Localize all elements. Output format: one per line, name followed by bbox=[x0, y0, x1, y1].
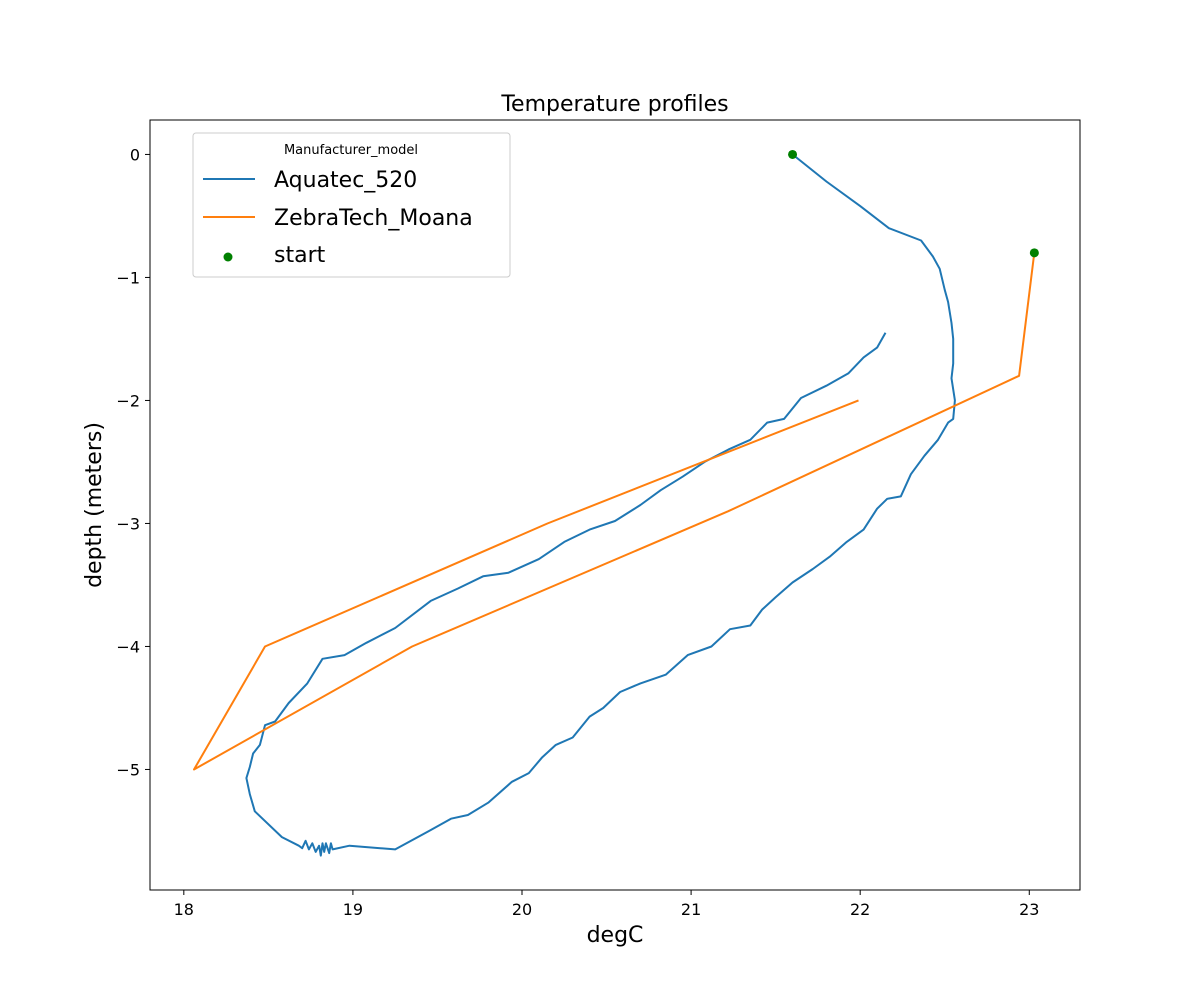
series-line-zebratech-moana bbox=[193, 252, 1036, 771]
legend-box bbox=[192, 132, 511, 278]
legend-label-zebratech: ZebraTech_Moana bbox=[274, 206, 473, 231]
x-axis-ticks: 18 19 20 21 22 23 bbox=[174, 890, 1039, 919]
x-tick-label: 21 bbox=[681, 900, 701, 919]
y-tick-label: −4 bbox=[116, 637, 140, 656]
y-tick-label: −2 bbox=[116, 391, 140, 410]
plot-frame bbox=[149, 119, 1081, 891]
x-axis-label: degC bbox=[587, 923, 644, 948]
y-axis-label: depth (meters) bbox=[82, 422, 107, 588]
series-layer bbox=[193, 153, 1036, 857]
y-tick-label: −1 bbox=[116, 268, 140, 287]
marker-layer bbox=[788, 149, 1039, 258]
y-axis-ticks: 0 −1 −2 −3 −4 −5 bbox=[116, 145, 150, 779]
x-tick-label: 23 bbox=[1019, 900, 1039, 919]
y-tick-label: 0 bbox=[130, 145, 140, 164]
y-tick-label: −5 bbox=[116, 760, 140, 779]
x-tick-label: 18 bbox=[174, 900, 194, 919]
y-tick-label: −3 bbox=[116, 514, 140, 533]
start-marker bbox=[788, 149, 798, 159]
legend-title: Manufacturer_model bbox=[284, 143, 418, 158]
legend-label-start: start bbox=[274, 243, 326, 268]
series-line-aquatec-520 bbox=[245, 153, 956, 857]
legend: Manufacturer_model Aquatec_520 ZebraTech… bbox=[192, 132, 511, 278]
legend-label-aquatec: Aquatec_520 bbox=[274, 168, 417, 193]
plot-area bbox=[193, 149, 1039, 857]
legend-marker-start bbox=[223, 252, 233, 262]
start-marker bbox=[1029, 248, 1039, 258]
x-tick-label: 19 bbox=[343, 900, 363, 919]
x-tick-label: 20 bbox=[512, 900, 532, 919]
x-tick-label: 22 bbox=[850, 900, 870, 919]
chart-title: Temperature profiles bbox=[500, 92, 728, 117]
